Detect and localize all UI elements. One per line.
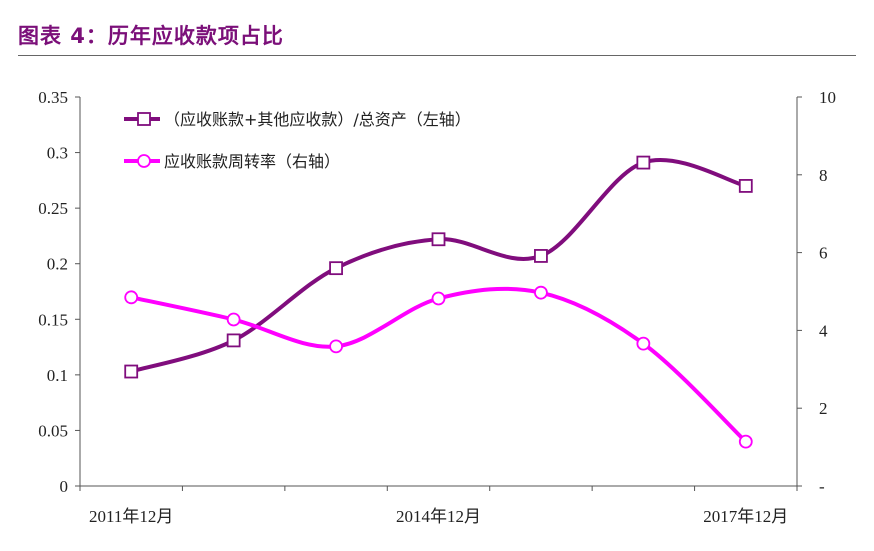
data-point-circle xyxy=(329,339,343,354)
chart-series-layer xyxy=(124,155,753,449)
x-tick-label: 2014年12月 xyxy=(396,507,481,526)
series-line-2 xyxy=(130,286,748,444)
y-right-tick-label: 2 xyxy=(819,399,828,418)
y-left-tick-label: 0.15 xyxy=(38,310,68,329)
data-point-circle xyxy=(431,291,446,306)
figure-title: 图表 4：历年应收款项占比 xyxy=(18,24,284,48)
x-tick-label: 2017年12月 xyxy=(703,507,788,526)
y-left-tick-label: 0.3 xyxy=(47,144,68,163)
y-left-tick-label: 0.35 xyxy=(38,88,68,107)
header-divider xyxy=(18,55,856,56)
data-point-square xyxy=(534,249,548,263)
data-point-square xyxy=(431,232,446,247)
data-point-circle xyxy=(738,434,753,449)
y-left-tick-label: 0.1 xyxy=(47,366,68,385)
data-point-circle xyxy=(534,285,548,300)
y-left-tick-label: 0.25 xyxy=(38,199,68,218)
y-right-tick-label: 4 xyxy=(819,321,828,340)
data-point-circle xyxy=(124,290,139,305)
figure-header: 图表 4：历年应收款项占比 xyxy=(0,0,874,56)
data-point-circle xyxy=(636,336,651,351)
chart-legend: （应收账款+其他应收款）/总资产（左轴） 应收账款周转率（右轴） xyxy=(124,110,471,171)
y-right-tick-label: 10 xyxy=(819,88,836,107)
x-tick-label: 2011年12月 xyxy=(89,507,173,526)
data-point-square xyxy=(636,155,651,170)
legend-marker-square xyxy=(137,112,151,126)
y-left-tick-label: 0.05 xyxy=(38,421,68,440)
data-point-square xyxy=(738,179,753,193)
legend-label-1: （应收账款+其他应收款）/总资产（左轴） xyxy=(164,110,471,129)
y-right-tick-label: - xyxy=(819,477,825,496)
data-point-square xyxy=(124,364,139,379)
legend-marker-circle xyxy=(137,154,151,168)
data-point-circle xyxy=(226,312,241,327)
y-right-tick-label: 6 xyxy=(819,244,828,263)
series-line-1 xyxy=(130,158,747,374)
legend-label-2: 应收账款周转率（右轴） xyxy=(164,152,340,171)
chart-axes: 0 0.05 0.1 0.15 0.2 0.25 0.3 0.35 - 2 4 6 8 10 2011年12… xyxy=(38,88,836,526)
y-right-tick-label: 8 xyxy=(819,166,828,185)
y-left-tick-label: 0.2 xyxy=(47,255,68,274)
y-left-tick-label: 0 xyxy=(60,477,69,496)
data-point-square xyxy=(226,333,241,348)
data-point-square xyxy=(329,261,343,276)
